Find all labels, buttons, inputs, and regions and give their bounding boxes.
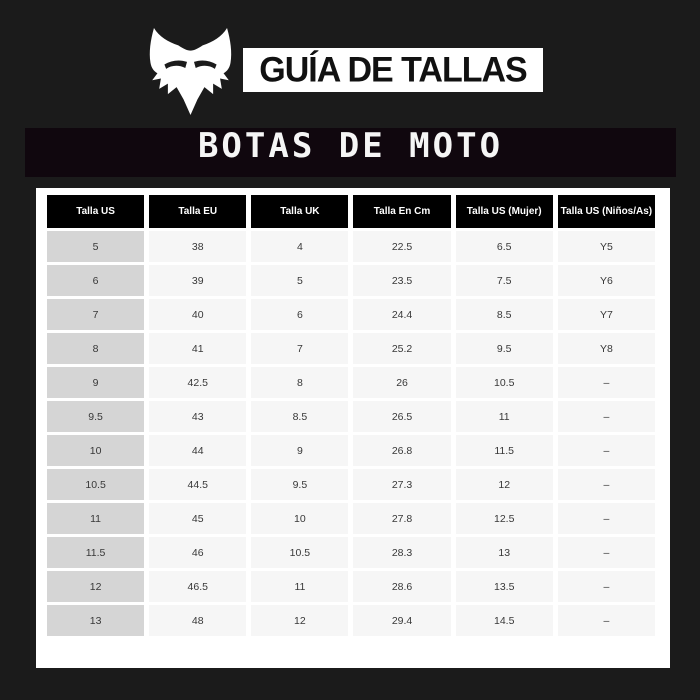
size-guide-title: GUÍA DE TALLAS <box>259 49 527 90</box>
table-cell: 7.5 <box>455 265 553 296</box>
fox-head-icon <box>149 28 232 115</box>
table-cell: 14.5 <box>455 605 553 636</box>
table-cell: 13.5 <box>455 571 553 602</box>
table-cell: 9.5 <box>47 401 145 432</box>
section-title: BOTAS DE MOTO <box>197 125 504 166</box>
table-cell: 6.5 <box>455 231 553 262</box>
header-row: Talla US Talla EU Talla UK Talla En Cm Talla… <box>47 195 655 228</box>
table-cell: Y6 <box>557 265 655 296</box>
table-cell: 42.5 <box>149 367 247 398</box>
table-cell: 10 <box>47 435 145 466</box>
table-cell: 8 <box>47 333 145 364</box>
table-cell: 7 <box>251 333 349 364</box>
table-cell: 12 <box>251 605 349 636</box>
table-cell: 10 <box>251 503 349 534</box>
table-cell: 6 <box>251 299 349 330</box>
header-cell: Talla US <box>47 195 145 228</box>
table-row: 6 39 5 23.5 7.5 Y6 <box>47 265 655 296</box>
table-cell: 40 <box>149 299 247 330</box>
table-cell: 38 <box>149 231 247 262</box>
table-cell: 25.2 <box>353 333 451 364</box>
table-cell: 12 <box>47 571 145 602</box>
table-cell: 45 <box>149 503 247 534</box>
table-row: 10.5 44.5 9.5 27.3 12– <box>47 469 655 500</box>
table-row: 12 46.5 11 28.6 13.5– <box>47 571 655 602</box>
table-row: 9 42.5 8 26 10.5– <box>47 367 655 398</box>
table-cell: – <box>557 605 655 636</box>
table-cell: 11 <box>455 401 553 432</box>
table-cell: 8.5 <box>455 299 553 330</box>
table-cell: 11 <box>251 571 349 602</box>
table-cell: – <box>557 435 655 466</box>
table-cell: 27.3 <box>353 469 451 500</box>
header-cell: Talla En Cm <box>353 195 451 228</box>
table-cell: – <box>557 469 655 500</box>
table-row: 13 48 12 29.4 14.5– <box>47 605 655 636</box>
table-cell: 46 <box>149 537 247 568</box>
table-cell: 27.8 <box>353 503 451 534</box>
section-banner: BOTAS DE MOTO <box>25 125 676 177</box>
table-cell: 12 <box>455 469 553 500</box>
table-cell: 39 <box>149 265 247 296</box>
header-cell: Talla US (Mujer) <box>455 195 553 228</box>
table-cell: Y7 <box>557 299 655 330</box>
size-table-card: Talla US Talla EU Talla UK Talla En Cm Talla… <box>36 188 670 668</box>
table-row: 9.5 43 8.5 26.5 11– <box>47 401 655 432</box>
table-cell: 10.5 <box>455 367 553 398</box>
table-cell: 11.5 <box>455 435 553 466</box>
table-cell: 6 <box>47 265 145 296</box>
size-table: Talla US Talla EU Talla UK Talla En Cm Talla… <box>42 192 660 639</box>
table-cell: 13 <box>455 537 553 568</box>
table-cell: 44.5 <box>149 469 247 500</box>
table-cell: 4 <box>251 231 349 262</box>
table-row: 10 44 9 26.8 11.5– <box>47 435 655 466</box>
table-row: 8 41 7 25.2 9.5 Y8 <box>47 333 655 364</box>
table-cell: 24.4 <box>353 299 451 330</box>
table-cell: 9 <box>47 367 145 398</box>
table-cell: 8 <box>251 367 349 398</box>
table-cell: 13 <box>47 605 145 636</box>
size-guide-title-box: GUÍA DE TALLAS <box>243 48 543 92</box>
table-cell: 9 <box>251 435 349 466</box>
table-cell: 28.6 <box>353 571 451 602</box>
table-cell: 11.5 <box>47 537 145 568</box>
table-cell: 29.4 <box>353 605 451 636</box>
table-cell: 5 <box>47 231 145 262</box>
table-cell: – <box>557 367 655 398</box>
table-cell: 41 <box>149 333 247 364</box>
table-cell: 26.8 <box>353 435 451 466</box>
table-cell: 28.3 <box>353 537 451 568</box>
table-row: 7 40 6 24.4 8.5 Y7 <box>47 299 655 330</box>
table-cell: 9.5 <box>251 469 349 500</box>
table-cell: 23.5 <box>353 265 451 296</box>
table-cell: 7 <box>47 299 145 330</box>
table-cell: 48 <box>149 605 247 636</box>
table-cell: – <box>557 401 655 432</box>
table-cell: 44 <box>149 435 247 466</box>
table-cell: 11 <box>47 503 145 534</box>
table-cell: 10.5 <box>251 537 349 568</box>
header-cell: Talla US (Niños/As) <box>557 195 655 228</box>
table-row: 5 38 4 22.5 6.5 Y5 <box>47 231 655 262</box>
header-cell: Talla EU <box>149 195 247 228</box>
table-row: 11.5 46 10.5 28.3 13– <box>47 537 655 568</box>
table-cell: 26.5 <box>353 401 451 432</box>
table-cell: 46.5 <box>149 571 247 602</box>
table-cell: – <box>557 537 655 568</box>
table-cell: 10.5 <box>47 469 145 500</box>
table-cell: – <box>557 503 655 534</box>
table-cell: Y5 <box>557 231 655 262</box>
table-cell: 12.5 <box>455 503 553 534</box>
table-cell: 43 <box>149 401 247 432</box>
header-cell: Talla UK <box>251 195 349 228</box>
table-row: 11 45 10 27.8 12.5– <box>47 503 655 534</box>
table-cell: 22.5 <box>353 231 451 262</box>
table-cell: Y8 <box>557 333 655 364</box>
table-cell: 26 <box>353 367 451 398</box>
table-cell: 5 <box>251 265 349 296</box>
table-cell: – <box>557 571 655 602</box>
table-cell: 9.5 <box>455 333 553 364</box>
table-cell: 8.5 <box>251 401 349 432</box>
